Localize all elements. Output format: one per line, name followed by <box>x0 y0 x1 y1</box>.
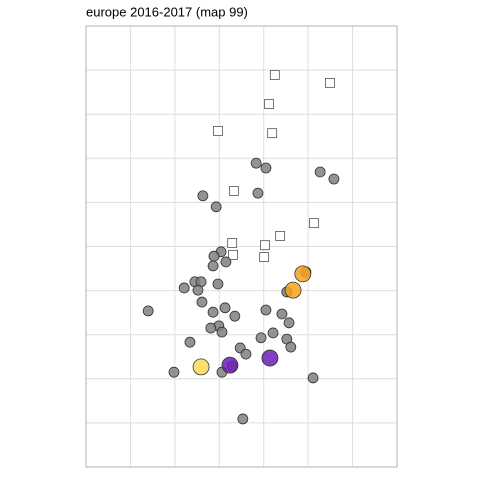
circle-marker <box>261 349 279 367</box>
circle-marker <box>307 372 319 384</box>
circle-marker <box>207 306 219 318</box>
circle-marker <box>314 166 326 178</box>
square-marker <box>275 231 286 241</box>
circle-marker <box>168 366 180 378</box>
circle-marker <box>208 250 220 262</box>
circle-marker <box>205 322 217 334</box>
square-marker <box>269 70 280 80</box>
circle-marker <box>328 173 340 185</box>
circle-marker <box>178 282 190 294</box>
circle-marker <box>207 260 219 272</box>
circle-marker <box>197 190 209 202</box>
circle-marker <box>142 305 154 317</box>
square-marker <box>260 240 270 251</box>
circle-marker <box>212 278 224 290</box>
circle-marker <box>285 341 297 353</box>
circle-marker <box>220 256 232 268</box>
circle-marker <box>192 284 204 296</box>
panel-border <box>85 25 398 468</box>
circle-marker <box>229 310 241 322</box>
circle-marker <box>237 413 249 425</box>
circle-marker <box>196 296 208 308</box>
circle-marker <box>184 336 196 348</box>
square-marker <box>213 126 223 136</box>
square-marker <box>309 218 319 229</box>
circle-marker <box>283 317 295 329</box>
circle-marker <box>276 308 288 320</box>
chart-title: europe 2016-2017 (map 99) <box>86 4 248 19</box>
circle-marker <box>284 281 302 299</box>
square-marker <box>259 252 270 262</box>
square-marker <box>229 186 239 196</box>
circle-marker <box>221 356 239 374</box>
circle-marker <box>267 327 279 339</box>
square-marker <box>325 77 335 88</box>
circle-marker <box>192 358 210 376</box>
circle-marker <box>260 162 272 174</box>
circle-marker <box>210 201 222 213</box>
circle-marker <box>260 304 272 316</box>
circle-marker <box>255 332 267 344</box>
square-marker <box>264 99 274 109</box>
circle-marker <box>294 265 312 283</box>
circle-marker <box>252 187 264 199</box>
circle-marker <box>219 302 231 314</box>
circle-marker <box>250 157 262 169</box>
circle-marker <box>240 348 252 360</box>
square-marker <box>227 238 238 248</box>
circle-marker <box>216 326 228 338</box>
square-marker <box>228 249 238 260</box>
square-marker <box>267 128 278 139</box>
